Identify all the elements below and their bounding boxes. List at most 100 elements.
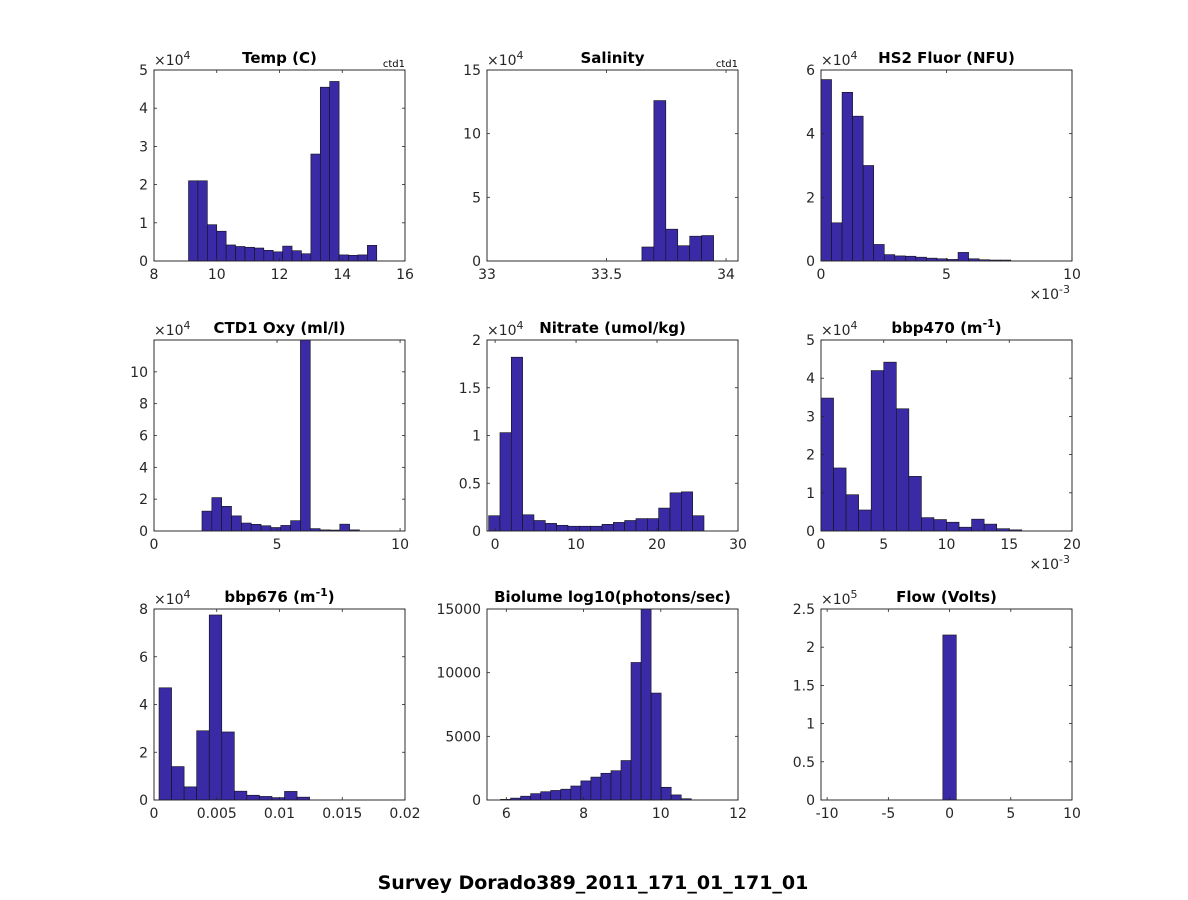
y-tick-label: 4 bbox=[806, 371, 815, 387]
histogram-bar bbox=[905, 255, 917, 261]
histogram-bar bbox=[158, 687, 172, 800]
histogram-bar bbox=[272, 251, 283, 261]
panel-title: Biolume log10(photons/sec) bbox=[494, 588, 731, 606]
y-tick-label: 2.5 bbox=[793, 602, 815, 618]
histogram-bar bbox=[921, 517, 935, 531]
x-tick-label: 0 bbox=[150, 806, 159, 822]
histogram-bar bbox=[821, 397, 834, 531]
panel-title: bbp676 (m-1) bbox=[224, 586, 334, 606]
y-tick-label: 6 bbox=[139, 429, 148, 445]
histogram-bar bbox=[216, 230, 227, 261]
histogram-bar bbox=[915, 256, 927, 261]
x-tick-label: 10 bbox=[208, 267, 226, 283]
histogram-bar bbox=[544, 523, 557, 531]
histogram-bar bbox=[958, 526, 972, 531]
y-tick-label: 5 bbox=[806, 333, 815, 349]
y-tick-label: 4 bbox=[139, 101, 148, 117]
histogram-bar bbox=[833, 467, 847, 531]
y-axis-multiplier: ×104 bbox=[154, 588, 191, 608]
histogram-bar bbox=[263, 250, 274, 261]
histogram-panel-4: 0 5 10 0 2 4 6 8 10 ×104 CTD1 Oxy (ml/l) bbox=[130, 319, 409, 553]
histogram-bar bbox=[282, 245, 293, 261]
histogram-bar bbox=[225, 244, 236, 261]
y-tick-label: 2 bbox=[806, 448, 815, 464]
plot-area bbox=[486, 69, 739, 262]
y-tick-label: 5 bbox=[472, 190, 481, 206]
histogram-bar bbox=[641, 246, 655, 261]
plot-area bbox=[153, 339, 406, 532]
histogram-bar bbox=[677, 245, 691, 261]
y-tick-label: 10 bbox=[463, 127, 481, 143]
y-tick-label: 0 bbox=[139, 254, 148, 270]
x-tick-label: 12 bbox=[729, 806, 747, 822]
histogram-bar bbox=[280, 525, 291, 531]
y-tick-label: 1 bbox=[472, 429, 481, 445]
x-tick-label: 10 bbox=[391, 537, 409, 553]
histogram-bar bbox=[530, 793, 541, 800]
x-tick-label: 0.02 bbox=[389, 806, 420, 822]
histogram-bar bbox=[883, 254, 896, 261]
histogram-bar bbox=[196, 730, 210, 800]
x-tick-label: 8 bbox=[579, 806, 588, 822]
histogram-bar bbox=[367, 245, 378, 261]
histogram-bar bbox=[601, 524, 614, 531]
histogram-panel-5: 0 10 20 30 0 0.5 1 1.5 2 ×104 Nitrate (umol/kg) bbox=[459, 319, 747, 553]
histogram-bar bbox=[946, 521, 960, 531]
histogram-panel-7: 0 0.005 0.01 0.015 0.02 0 2 4 6 8 ×104 bbp676 (m-1) bbox=[139, 586, 421, 822]
histogram-bar bbox=[290, 520, 301, 531]
histogram-bar bbox=[244, 246, 255, 261]
histogram-bar bbox=[858, 509, 872, 531]
histogram-bar bbox=[670, 794, 682, 800]
panel-title: Temp (C) bbox=[242, 49, 317, 67]
histogram-bar bbox=[681, 491, 693, 531]
y-tick-label: 5 bbox=[139, 63, 148, 79]
y-tick-label: 10 bbox=[130, 365, 148, 381]
histogram-bar bbox=[620, 760, 632, 800]
histogram-bar bbox=[701, 235, 714, 261]
y-tick-label: 0 bbox=[472, 793, 481, 809]
x-tick-label: 0 bbox=[150, 537, 159, 553]
panel-title: bbp470 (m-1) bbox=[891, 317, 1001, 337]
plot-area bbox=[486, 608, 739, 801]
x-tick-label: 10 bbox=[1063, 806, 1081, 822]
histogram-bar bbox=[590, 776, 602, 800]
histogram-bar bbox=[510, 356, 523, 531]
sensor-note: ctd1 bbox=[716, 59, 738, 70]
x-tick-label: 33 bbox=[478, 267, 496, 283]
y-axis-multiplier: ×104 bbox=[821, 49, 858, 69]
histogram-bar bbox=[284, 791, 298, 800]
x-tick-label: 5 bbox=[942, 267, 951, 283]
panel-title: Nitrate (umol/kg) bbox=[539, 319, 686, 337]
histogram-bar bbox=[841, 91, 853, 261]
panel-title: Salinity bbox=[581, 49, 645, 67]
histogram-bar bbox=[329, 81, 340, 261]
histogram-panel-2: 33 33.5 34 0 5 10 15 ×104 Salinity ctd1 bbox=[463, 49, 739, 283]
histogram-bar bbox=[870, 370, 885, 531]
y-tick-label: 3 bbox=[139, 139, 148, 155]
y-axis-multiplier: ×104 bbox=[154, 319, 191, 339]
y-axis-multiplier: ×104 bbox=[487, 49, 524, 69]
y-tick-label: 4 bbox=[139, 460, 148, 476]
histogram-bar bbox=[821, 79, 832, 261]
x-tick-label: 5 bbox=[273, 537, 282, 553]
y-tick-label: 1 bbox=[806, 486, 815, 502]
histogram-bar bbox=[600, 772, 612, 800]
histogram-bar bbox=[971, 518, 985, 531]
histogram-bar bbox=[254, 247, 265, 261]
x-tick-label: 0 bbox=[945, 806, 954, 822]
panel-title: CTD1 Oxy (ml/l) bbox=[214, 319, 346, 337]
histogram-bar bbox=[635, 518, 648, 531]
histogram-bar bbox=[650, 692, 662, 800]
histogram-bar bbox=[201, 510, 213, 531]
histogram-bar bbox=[957, 252, 969, 261]
panel-title: Flow (Volts) bbox=[896, 588, 997, 606]
histogram-bar bbox=[567, 525, 580, 531]
y-tick-label: 1 bbox=[139, 216, 148, 232]
x-tick-label: 8 bbox=[150, 267, 159, 283]
histogram-bar bbox=[895, 408, 910, 531]
histogram-bar bbox=[590, 525, 603, 531]
x-tick-label: 0 bbox=[817, 537, 826, 553]
histogram-bar bbox=[221, 506, 232, 531]
y-tick-label: 2 bbox=[472, 333, 481, 349]
